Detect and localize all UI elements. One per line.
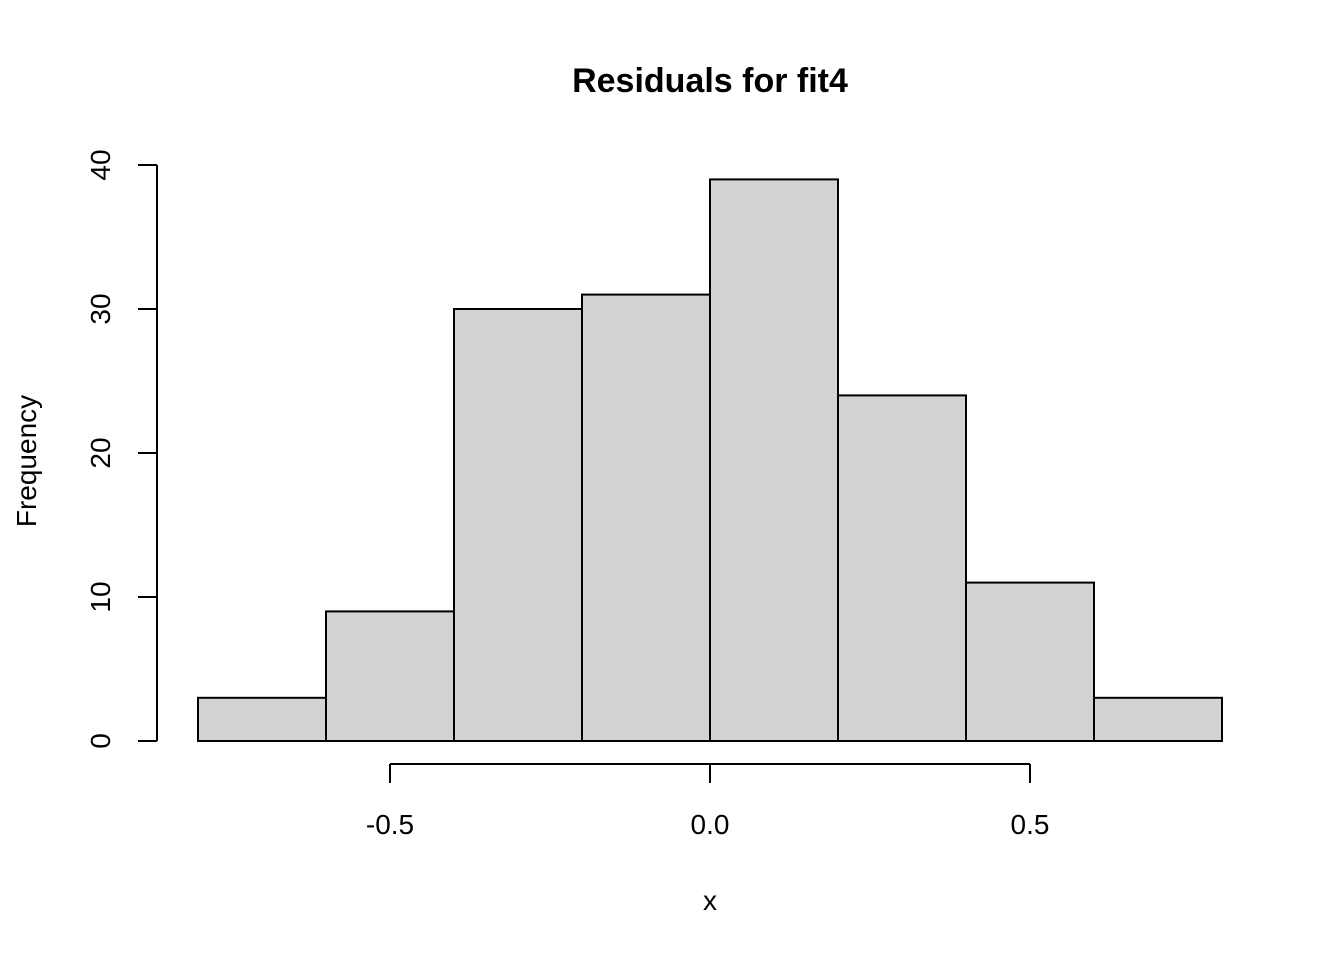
histogram-bar-1 [197,696,327,742]
histogram-bar-8 [1093,696,1223,742]
histogram-bar-6 [837,394,967,742]
chart-title: Residuals for fit4 [572,62,848,100]
x-tick-label: -0.5 [366,809,414,840]
y-tick-label: 40 [85,149,116,180]
y-axis: 0 10 20 30 40 [85,149,158,749]
y-tick-label: 10 [85,581,116,612]
y-tick-label: 20 [85,437,116,468]
y-tick-label: 30 [85,293,116,324]
x-tick-label: 0.0 [691,809,730,840]
y-tick-label: 0 [85,733,116,749]
histogram-bar-7 [965,581,1095,742]
x-tick-label: 0.5 [1011,809,1050,840]
x-axis: -0.5 0.0 0.5 [366,763,1050,840]
histogram-bar-5 [709,178,839,742]
y-axis-label: Frequency [11,395,42,527]
bars-group [197,178,1223,743]
histogram-bar-3 [453,308,583,742]
histogram-bar-2 [325,610,455,743]
x-axis-label: x [703,885,717,916]
histogram-bar-4 [581,293,711,742]
